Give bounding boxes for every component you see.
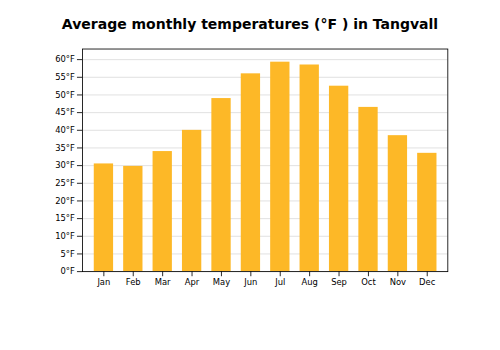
svg-text:55°F: 55°F xyxy=(55,72,75,82)
svg-text:50°F: 50°F xyxy=(55,90,75,100)
svg-text:10°F: 10°F xyxy=(55,231,75,241)
svg-text:0°F: 0°F xyxy=(61,266,76,276)
svg-text:20°F: 20°F xyxy=(55,196,75,206)
svg-text:25°F: 25°F xyxy=(55,178,75,188)
svg-text:Jun: Jun xyxy=(243,277,257,287)
svg-text:Jul: Jul xyxy=(274,277,285,287)
svg-text:5°F: 5°F xyxy=(61,249,76,259)
svg-text:45°F: 45°F xyxy=(55,107,75,117)
svg-text:60°F: 60°F xyxy=(55,54,75,64)
svg-text:Sep: Sep xyxy=(331,277,347,287)
svg-text:Apr: Apr xyxy=(185,277,200,287)
svg-text:Nov: Nov xyxy=(390,277,406,287)
svg-text:May: May xyxy=(213,277,230,287)
svg-text:35°F: 35°F xyxy=(55,143,75,153)
svg-text:Mar: Mar xyxy=(155,277,171,287)
svg-text:Oct: Oct xyxy=(361,277,376,287)
svg-text:Aug: Aug xyxy=(301,277,317,287)
html-text:Average monthly temperatures (: Average monthly temperatures (°F ) in Ta… xyxy=(61,16,439,32)
svg-text:Jan: Jan xyxy=(96,277,110,287)
svg-text:40°F: 40°F xyxy=(55,125,75,135)
svg-text:30°F: 30°F xyxy=(55,160,75,170)
svg-text:15°F: 15°F xyxy=(55,213,75,223)
svg-text:Dec: Dec xyxy=(419,277,436,287)
svg-text:Feb: Feb xyxy=(126,277,141,287)
